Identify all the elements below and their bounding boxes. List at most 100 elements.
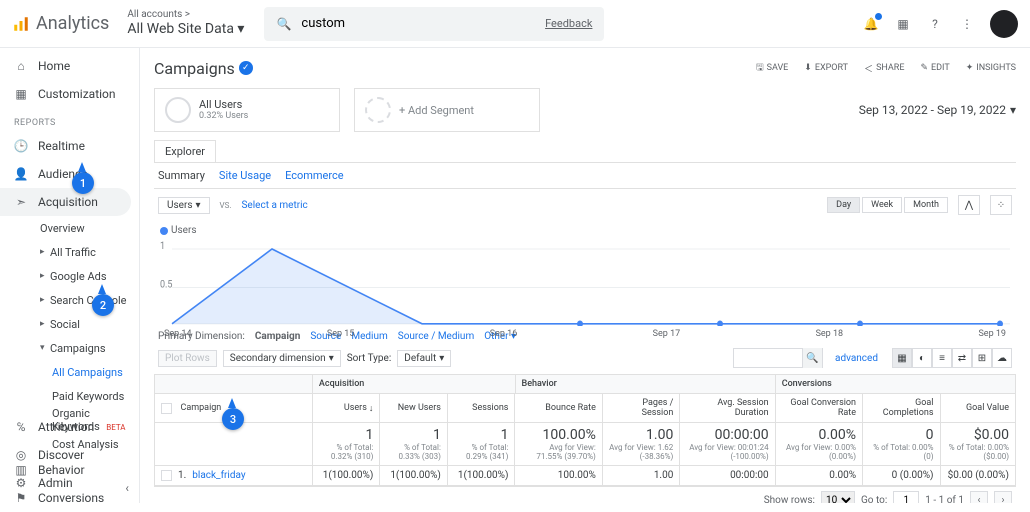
audience-icon: 👤 <box>14 167 28 181</box>
avatar[interactable] <box>990 10 1018 38</box>
search-input[interactable] <box>301 16 535 31</box>
select-all[interactable] <box>161 403 172 414</box>
segment-add[interactable]: + Add Segment <box>354 88 540 132</box>
prev-page[interactable]: ‹ <box>970 491 988 503</box>
y-axis-top: 1 <box>160 241 165 253</box>
period-week[interactable]: Week <box>862 197 902 213</box>
col-dur[interactable]: Avg. Session Duration <box>679 394 774 422</box>
legend-dot <box>160 227 168 235</box>
view-pivot-icon[interactable]: ⊞ <box>972 348 992 368</box>
rows-select[interactable]: 10 <box>821 491 855 503</box>
metric-selector[interactable]: Users ▾ <box>158 197 210 214</box>
top-bar: Analytics All accounts > All Web Site Da… <box>0 0 1030 48</box>
main-content: Campaigns✓ 🖫 SAVE ⬇ EXPORT ＜ SHARE ✎ EDI… <box>140 48 1030 503</box>
search-box[interactable]: 🔍 Feedback <box>264 7 604 41</box>
next-page[interactable]: › <box>994 491 1012 503</box>
notifications-icon[interactable]: 🔔 <box>862 15 880 33</box>
account-view: All Web Site Data <box>127 21 234 37</box>
camp-paid[interactable]: Paid Keywords <box>46 384 139 408</box>
subtab-summary[interactable]: Summary <box>158 169 205 182</box>
verified-icon: ✓ <box>239 61 253 75</box>
acq-campaigns[interactable]: ▾Campaigns <box>34 336 139 360</box>
chart: Users 1 0.5 Sep 14 Sep 15 Sep 16 Sep 17 … <box>160 225 1010 325</box>
data-row[interactable]: 1.black_friday 1(100.00%) 1(100.00%) 1(1… <box>155 466 1015 486</box>
row-checkbox[interactable] <box>161 470 172 481</box>
nav-acquisition[interactable]: ➣Acquisition <box>0 188 131 216</box>
date-range[interactable]: Sep 13, 2022 - Sep 19, 2022 ▾ <box>859 103 1016 117</box>
advanced-link[interactable]: advanced <box>835 353 878 364</box>
insights-button[interactable]: ✦ INSIGHTS <box>966 63 1016 73</box>
edit-button[interactable]: ✎ EDIT <box>920 63 949 73</box>
view-table-icon[interactable]: ▦ <box>892 348 912 368</box>
segment-all-users[interactable]: All Users0.32% Users <box>154 88 340 132</box>
subtab-site[interactable]: Site Usage <box>219 169 271 182</box>
page-title: Campaigns✓ <box>154 59 253 78</box>
acq-traffic[interactable]: ▸All Traffic <box>34 240 139 264</box>
view-pct-icon[interactable]: ◐ <box>912 348 932 368</box>
tab-explorer[interactable]: Explorer <box>154 140 216 162</box>
chart-type-icon[interactable]: ⋀ <box>958 195 980 215</box>
col-new-users[interactable]: New Users <box>379 394 447 422</box>
period-day[interactable]: Day <box>827 197 860 213</box>
toolbar: 🖫 SAVE ⬇ EXPORT ＜ SHARE ✎ EDIT ✦ INSIGHT… <box>756 60 1016 76</box>
nav-admin[interactable]: ⚙Admin <box>0 469 139 497</box>
view-compare-icon[interactable]: ⇄ <box>952 348 972 368</box>
acq-overview[interactable]: Overview <box>34 216 139 240</box>
acquisition-icon: ➣ <box>14 195 28 209</box>
col-pps[interactable]: Pages / Session <box>602 394 679 422</box>
nav-home[interactable]: ⌂Home <box>0 52 139 80</box>
account-breadcrumb: All accounts > <box>127 9 244 21</box>
goto-input[interactable] <box>893 491 919 503</box>
brand-name: Analytics <box>36 13 109 34</box>
reports-label: REPORTS <box>0 108 139 132</box>
feedback-link[interactable]: Feedback <box>545 17 592 30</box>
col-gc[interactable]: Goal Completions <box>862 394 939 422</box>
acq-social[interactable]: ▸Social <box>34 312 139 336</box>
nav-attribution[interactable]: ℅AttributionBETA <box>0 413 139 441</box>
nav-realtime[interactable]: 🕒Realtime <box>0 132 139 160</box>
subtab-ecom[interactable]: Ecommerce <box>285 169 344 182</box>
top-right: 🔔 ▦ ? ⋮ <box>862 10 1018 38</box>
apps-icon[interactable]: ▦ <box>894 15 912 33</box>
campaign-link[interactable]: black_friday <box>192 470 245 481</box>
more-icon[interactable]: ⋮ <box>958 15 976 33</box>
table-search-icon[interactable]: 🔍 <box>802 348 822 368</box>
help-icon[interactable]: ? <box>926 15 944 33</box>
acq-search-console[interactable]: ▸Search Console <box>34 288 139 312</box>
collapse-sidebar[interactable]: ‹ <box>125 481 129 495</box>
nav-audience[interactable]: 👤Audience <box>0 160 139 188</box>
nav-customization[interactable]: ▦Customization <box>0 80 139 108</box>
chart-motion-icon[interactable]: ⁘ <box>990 195 1012 215</box>
nav-discover[interactable]: ◎Discover <box>0 441 139 469</box>
col-gcr[interactable]: Goal Conversion Rate <box>775 394 862 422</box>
acq-google-ads[interactable]: ▸Google Ads <box>34 264 139 288</box>
home-icon: ⌂ <box>14 59 28 73</box>
grp-beh: Behavior <box>515 375 775 393</box>
col-bounce[interactable]: Bounce Rate <box>514 394 601 422</box>
account-selector[interactable]: All accounts > All Web Site Data ▾ <box>127 9 244 38</box>
segment-add-icon <box>365 97 391 123</box>
period-month[interactable]: Month <box>904 197 948 213</box>
secondary-dim[interactable]: Secondary dimension ▾ <box>223 350 341 367</box>
attribution-icon: ℅ <box>14 420 28 434</box>
save-button[interactable]: 🖫 SAVE <box>756 60 788 76</box>
segments-row: All Users0.32% Users + Add Segment Sep 1… <box>154 86 1016 134</box>
share-button[interactable]: ＜ SHARE <box>864 62 904 75</box>
select-metric[interactable]: Select a metric <box>241 200 307 211</box>
export-button[interactable]: ⬇ EXPORT <box>804 63 848 73</box>
view-cloud-icon[interactable]: ☁ <box>992 348 1012 368</box>
col-gv[interactable]: Goal Value <box>940 394 1015 422</box>
logo: Analytics <box>12 13 109 34</box>
data-table: Acquisition Behavior Conversions Campaig… <box>154 374 1016 487</box>
camp-all[interactable]: All Campaigns <box>46 360 139 384</box>
view-perf-icon[interactable]: ≡ <box>932 348 952 368</box>
pager: Show rows: 10 Go to: 1 - 1 of 1 ‹ › <box>154 487 1016 503</box>
admin-icon: ⚙ <box>14 476 28 490</box>
analytics-icon <box>12 15 30 33</box>
title-bar: Campaigns✓ 🖫 SAVE ⬇ EXPORT ＜ SHARE ✎ EDI… <box>154 54 1016 82</box>
col-users[interactable]: Users ↓ <box>312 394 380 422</box>
col-sessions[interactable]: Sessions <box>447 394 515 422</box>
sort-type[interactable]: Default ▾ <box>397 350 451 367</box>
table-search[interactable] <box>734 353 802 364</box>
search-icon: 🔍 <box>276 17 291 31</box>
